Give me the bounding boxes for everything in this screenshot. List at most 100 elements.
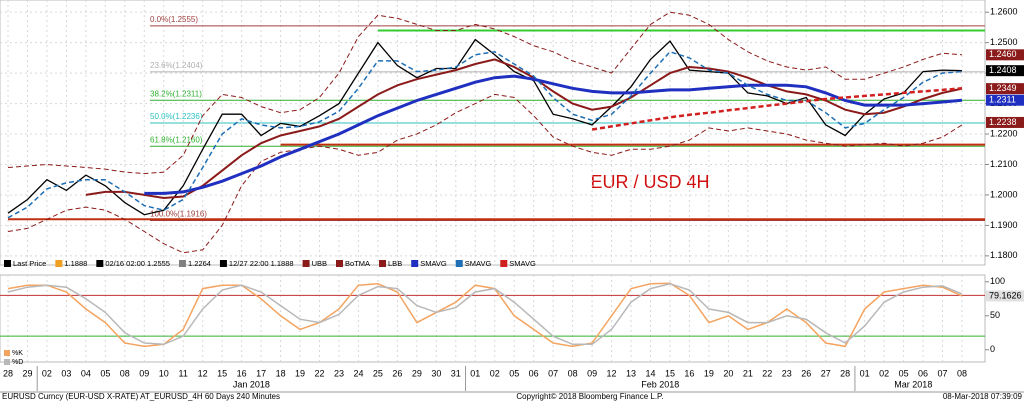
x-tick-label: 06 xyxy=(529,368,539,378)
y-tick-label: 1.2600 xyxy=(990,7,1018,17)
x-tick-label: 16 xyxy=(684,368,694,378)
y-tick-label: 1.1800 xyxy=(990,250,1018,260)
x-tick-label: 02 xyxy=(490,368,500,378)
legend-swatch xyxy=(96,260,104,267)
fib-label: 100.0%(1.1916) xyxy=(150,210,207,219)
legend-swatch xyxy=(219,260,227,267)
x-tick-label: 07 xyxy=(938,368,948,378)
x-tick-label: 12 xyxy=(607,368,617,378)
legend-swatch xyxy=(336,260,343,267)
y-tick-label: 1.2500 xyxy=(990,37,1018,47)
legend-stat: 1.2264 xyxy=(188,259,211,268)
value-tag xyxy=(986,83,1024,95)
series-line xyxy=(7,282,963,348)
x-tick-label: 11 xyxy=(179,368,188,378)
legend-swatch xyxy=(4,359,10,365)
fib-label: 23.6%(1.2404) xyxy=(150,61,203,70)
legend-label: BoTMA xyxy=(345,259,370,268)
x-tick-label: 26 xyxy=(392,368,402,378)
value-tag xyxy=(986,49,1024,61)
x-tick-label: 23 xyxy=(334,368,344,378)
x-tick-label: 22 xyxy=(315,368,325,378)
x-tick-label: 24 xyxy=(353,368,363,378)
legend-stat: 12/27 22:00 1.1888 xyxy=(229,259,294,268)
x-tick-label: 07 xyxy=(548,368,558,378)
legend-swatch xyxy=(4,350,10,356)
legend-swatch xyxy=(379,260,387,267)
series-line xyxy=(591,87,963,131)
legend-swatch xyxy=(500,260,508,267)
month-label: Mar 2018 xyxy=(894,379,932,389)
month-label: Feb 2018 xyxy=(641,379,679,389)
value-tag-label: 1.2311 xyxy=(989,95,1016,105)
value-tag-label: 79.1626 xyxy=(989,290,1022,300)
footer-right: 08-Mar-2018 07:39:09 xyxy=(943,392,1023,401)
x-tick-label: 13 xyxy=(626,368,636,378)
legend-label: SMAVG xyxy=(465,259,492,268)
legend-label: UBB xyxy=(312,259,327,268)
x-tick-label: 28 xyxy=(3,368,13,378)
x-tick-label: 05 xyxy=(899,368,909,378)
month-label: Jan 2018 xyxy=(233,379,270,389)
x-tick-label: 14 xyxy=(645,368,655,378)
legend-stat: 02/16 02:00 1.2555 xyxy=(105,259,170,268)
panel-frame xyxy=(0,274,986,363)
value-tag-label: 1.2349 xyxy=(989,83,1017,93)
legend-label: LBB xyxy=(388,259,402,268)
series-line xyxy=(7,283,963,346)
x-tick-label: 23 xyxy=(782,368,792,378)
x-tick-label: 31 xyxy=(451,368,461,378)
legend-label: SMAVG xyxy=(509,259,536,268)
x-tick-label: 08 xyxy=(568,368,578,378)
x-tick-label: 17 xyxy=(256,368,266,378)
x-tick-label: 05 xyxy=(100,368,110,378)
value-tag-label: 1.2408 xyxy=(989,65,1017,75)
y-tick-label: 1.2200 xyxy=(990,128,1018,138)
x-tick-label: 20 xyxy=(723,368,733,378)
x-tick-label: 12 xyxy=(198,368,208,378)
series-line xyxy=(7,38,963,216)
x-tick-label: 05 xyxy=(509,368,519,378)
value-tag-label: 1.2238 xyxy=(989,117,1017,127)
panel-frame xyxy=(0,0,986,266)
legend-label: SMAVG xyxy=(420,259,447,268)
legend-label: %K xyxy=(12,350,23,357)
footer-left: EURUSD Curncy (EUR-USD X-RATE) AT_EURUSD… xyxy=(2,392,280,401)
legend-swatch xyxy=(55,260,63,267)
series-line xyxy=(7,11,963,175)
x-tick-label: 06 xyxy=(918,368,928,378)
x-tick-label: 27 xyxy=(821,368,831,378)
x-tick-label: 01 xyxy=(860,368,870,378)
legend-swatch xyxy=(4,260,11,267)
x-tick-label: 03 xyxy=(61,368,71,378)
value-tag xyxy=(986,290,1024,302)
footer-center: Copyright© 2018 Bloomberg Finance L.P. xyxy=(516,392,663,401)
fib-label: 61.8%(1.2160) xyxy=(150,135,203,144)
x-tick-label: 30 xyxy=(431,368,441,378)
x-tick-label: 04 xyxy=(81,368,91,378)
x-tick-label: 28 xyxy=(840,368,850,378)
y-tick-label: 1.2100 xyxy=(990,159,1018,169)
x-tick-label: 02 xyxy=(879,368,889,378)
x-tick-label: 15 xyxy=(217,368,227,378)
x-tick-label: 01 xyxy=(470,368,480,378)
legend-swatch xyxy=(178,260,186,267)
legend-swatch xyxy=(455,260,463,267)
value-tag xyxy=(986,116,1024,128)
y-tick-label: 1.1900 xyxy=(990,220,1018,230)
fib-label: 38.2%(1.2311) xyxy=(150,89,202,98)
y-tick-label: 50 xyxy=(990,310,1000,320)
legend-swatch xyxy=(302,260,310,267)
y-tick-label: 1.2000 xyxy=(990,189,1018,199)
x-tick-label: 21 xyxy=(743,368,753,378)
series-line xyxy=(7,93,963,254)
x-tick-label: 09 xyxy=(587,368,597,378)
series-line xyxy=(144,74,963,195)
x-tick-label: 22 xyxy=(762,368,772,378)
y-tick-label: 100 xyxy=(990,276,1005,286)
x-tick-label: 10 xyxy=(159,368,169,378)
legend-stat: 1.1888 xyxy=(64,259,87,268)
x-tick-label: 02 xyxy=(42,368,52,378)
fib-label: 0.0%(1.2555) xyxy=(150,15,198,24)
